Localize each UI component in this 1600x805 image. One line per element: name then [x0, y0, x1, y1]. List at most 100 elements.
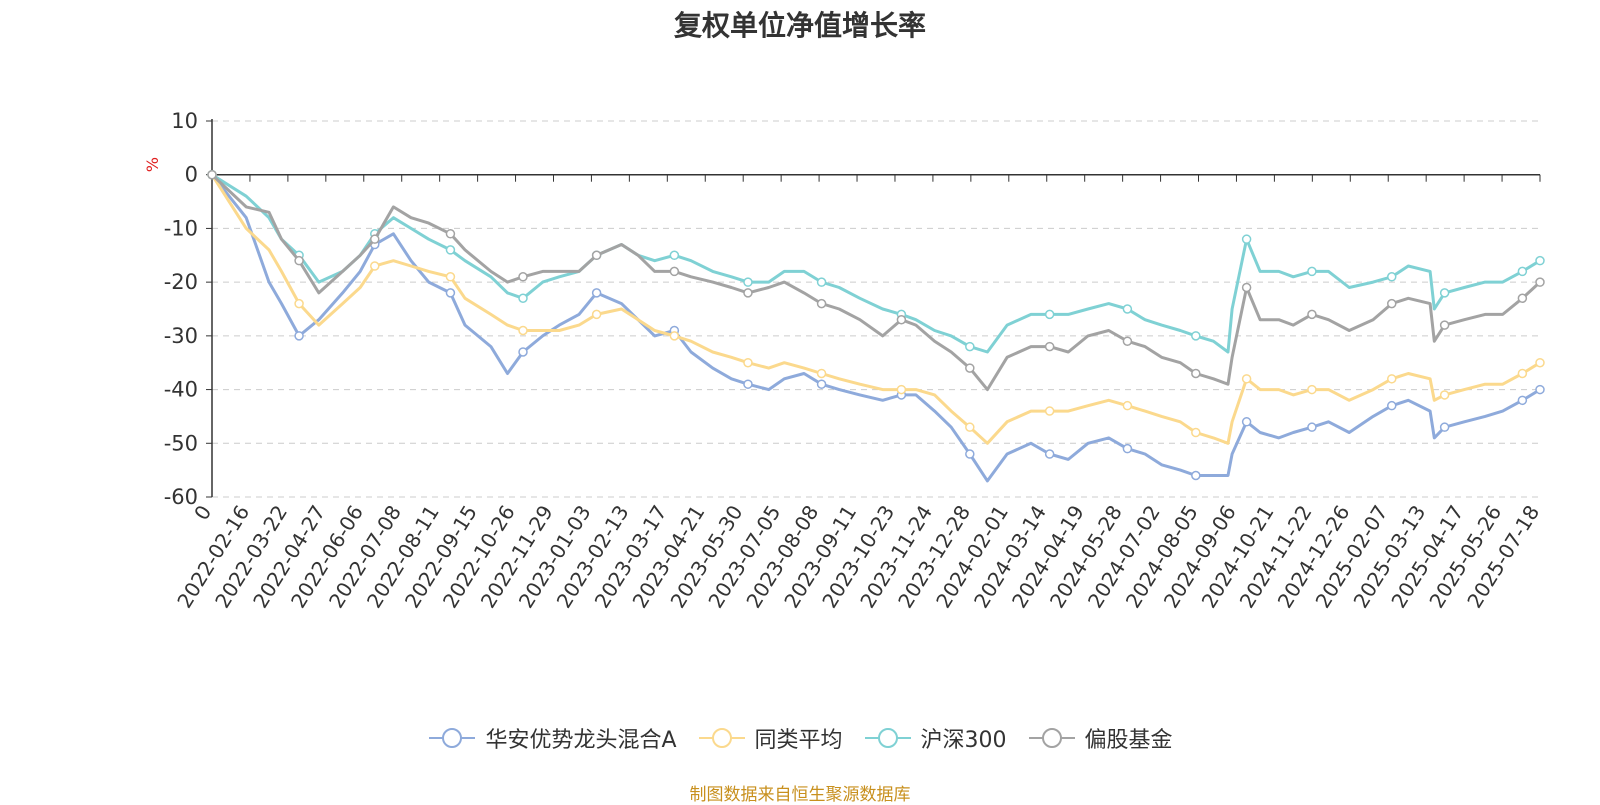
legend-label: 偏股基金	[1084, 728, 1173, 753]
series-point	[445, 288, 456, 298]
series-point	[445, 272, 456, 282]
series-point	[591, 288, 602, 298]
series-point	[1122, 443, 1133, 454]
series-point	[445, 245, 456, 255]
legend-item[interactable]: 偏股基金	[1027, 722, 1173, 754]
axis-labels: 100-10-20-30-40-50-60%02022-02-162022-03…	[143, 109, 1544, 612]
series-point	[1241, 282, 1252, 293]
y-tick-label: -30	[164, 324, 198, 348]
series-point	[1439, 288, 1450, 298]
series-point	[1307, 266, 1317, 277]
series-point	[1535, 277, 1545, 287]
series-point	[1241, 374, 1252, 384]
legend-label: 华安优势龙头混合A	[485, 728, 677, 753]
legend-line-marker-icon	[429, 728, 476, 748]
series-point	[1517, 293, 1528, 304]
grid-lines	[212, 120, 1540, 498]
series-point	[743, 277, 753, 287]
y-tick-label: 10	[171, 109, 198, 133]
series-point	[1387, 272, 1397, 282]
legend-line-marker-icon	[1028, 728, 1075, 748]
series-point	[1122, 304, 1133, 314]
series-point	[1191, 470, 1201, 481]
series-point	[1044, 449, 1055, 459]
legend-label: 沪深300	[920, 728, 1007, 753]
series-lines	[207, 169, 1545, 483]
series-point	[518, 293, 528, 304]
series-point	[669, 266, 680, 277]
series-point	[1241, 234, 1252, 244]
series-point	[1439, 320, 1450, 330]
series-point	[1191, 331, 1201, 341]
series-point	[207, 169, 217, 180]
y-tick-label: -40	[164, 378, 198, 402]
series-point	[965, 422, 975, 432]
legend: 华安优势龙头混合A 同类平均 沪深300 偏股基金	[0, 722, 1600, 754]
series-point	[1241, 417, 1252, 427]
y-tick-label: -10	[164, 216, 198, 240]
series-point	[1535, 255, 1545, 266]
series-point	[816, 277, 827, 287]
series-point	[518, 325, 528, 336]
legend-item[interactable]: 同类平均	[697, 722, 843, 754]
series-point	[669, 331, 680, 341]
y-tick-label: -20	[164, 270, 198, 294]
series-point	[743, 357, 753, 368]
series-point	[816, 368, 827, 379]
series-point	[743, 379, 753, 389]
series-point	[816, 379, 827, 389]
series-point	[1307, 309, 1317, 320]
series-point	[1387, 374, 1397, 384]
series-point	[1307, 384, 1317, 395]
series-point	[370, 261, 380, 271]
series-point	[370, 234, 380, 244]
legend-label: 同类平均	[754, 728, 843, 753]
series-point	[1517, 266, 1528, 277]
series-point	[1122, 400, 1133, 411]
series-point	[1044, 406, 1055, 416]
y-tick-label: 0	[185, 163, 198, 187]
series-point	[591, 309, 602, 320]
series-point	[1191, 427, 1201, 438]
series-point	[1517, 368, 1528, 379]
series-point	[1535, 357, 1545, 368]
series-point	[669, 250, 680, 261]
series-line-1	[210, 173, 1541, 445]
series-line-0	[210, 173, 1541, 483]
series-point	[965, 449, 975, 459]
y-tick-label: -50	[164, 431, 198, 455]
series-point	[896, 314, 907, 325]
y-tick-label: -60	[164, 485, 198, 509]
series-point	[1044, 309, 1055, 320]
chart-title: 复权单位净值增长率	[673, 9, 926, 42]
series-point	[518, 347, 528, 357]
y-axis-label: %	[143, 157, 162, 172]
legend-item[interactable]: 沪深300	[863, 722, 1007, 754]
series-point	[1517, 395, 1528, 406]
series-point	[1044, 341, 1055, 352]
legend-item[interactable]: 华安优势龙头混合A	[427, 722, 677, 754]
series-point	[965, 363, 975, 373]
series-point	[965, 341, 975, 352]
series-point	[743, 288, 753, 298]
legend-line-marker-icon	[698, 728, 745, 748]
series-point	[896, 384, 907, 395]
series-point	[1535, 384, 1545, 395]
series-point	[591, 250, 602, 261]
series-point	[1122, 336, 1133, 346]
series-point	[294, 255, 304, 266]
series-point	[1439, 390, 1450, 400]
series-point	[816, 298, 827, 309]
source-note: 制图数据来自恒生聚源数据库	[689, 785, 911, 805]
series-point	[1307, 422, 1317, 432]
legend-line-marker-icon	[864, 728, 911, 748]
series-point	[1439, 422, 1450, 432]
axes	[206, 119, 1541, 498]
series-point	[1387, 298, 1397, 309]
series-point	[294, 331, 304, 341]
series-point	[1387, 400, 1397, 411]
x-tick-label: 0	[189, 501, 216, 525]
series-point	[518, 272, 528, 282]
series-point	[1191, 368, 1201, 379]
